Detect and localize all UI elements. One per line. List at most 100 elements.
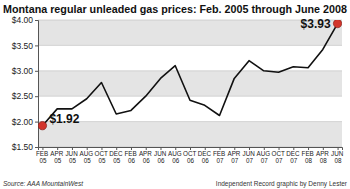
x-tick-label-part: 05 (54, 157, 62, 164)
x-tick-label-part: 06 (128, 157, 136, 164)
x-tick-label-part: 06 (187, 157, 195, 164)
x-tick-label-part: 05 (98, 157, 106, 164)
y-tick-label: $3.50 (12, 41, 34, 51)
grid-line (38, 20, 342, 21)
credit: Independent Record graphic by Denny Lest… (216, 180, 348, 188)
x-tick: DEC 07 (286, 147, 301, 164)
x-tick-label: JUN 08 (331, 150, 345, 164)
y-tick-mark (35, 96, 38, 97)
x-tick-label-part: 06 (157, 157, 165, 164)
x-tick-label: DEC 07 (286, 150, 301, 164)
y-tick-mark (35, 71, 38, 72)
x-tick-label-part: 05 (69, 157, 77, 164)
x-tick-label: FEB 05 (36, 150, 50, 164)
plot: $1.50$2.00$2.50$3.00$3.50$4.00FEB 05APR … (12, 15, 345, 164)
x-tick-label: APR 05 (50, 150, 65, 164)
x-tick-label-part: 06 (202, 157, 210, 164)
x-tick-label-part: 07 (246, 157, 254, 164)
x-tick-label-part: 06 (172, 157, 180, 164)
x-tick-label: OCT 07 (272, 150, 287, 164)
x-tick-label: APR 08 (316, 150, 331, 164)
x-tick-label-part: 07 (261, 157, 269, 164)
x-tick-label-part: 05 (113, 157, 121, 164)
x-tick: APR 08 (316, 147, 331, 164)
x-tick-label: APR 07 (227, 150, 242, 164)
y-axis-line (35, 21, 39, 148)
grid-line (38, 121, 342, 122)
x-tick-label-part: 06 (143, 157, 151, 164)
x-tick-label: OCT 05 (94, 150, 109, 164)
y-tick: $2.50 (12, 91, 38, 101)
x-tick-label-part: 05 (39, 157, 47, 164)
x-tick: JUN 06 (154, 147, 168, 164)
x-tick: FEB 07 (213, 147, 227, 164)
x-tick: FEB 05 (36, 147, 50, 164)
title: Montana regular unleaded gas prices: Feb… (3, 3, 347, 15)
y-tick: $3.50 (12, 41, 38, 51)
x-tick: APR 07 (227, 147, 242, 164)
y-tick-label: $2.50 (12, 91, 34, 101)
x-tick: AUG 07 (257, 147, 272, 164)
y-axis: $1.50 $2.00 $2.50 $3.00 $3.50 $4.00 (12, 15, 39, 152)
x-tick-label-part: 07 (231, 157, 239, 164)
x-tick-label: AUG 07 (257, 150, 272, 164)
x-tick-label: AUG 06 (168, 150, 183, 164)
grid-line (38, 45, 342, 46)
x-tick-label-part: 07 (290, 157, 298, 164)
y-tick: $1.50 (12, 142, 38, 152)
x-tick-label-part: 07 (276, 157, 284, 164)
data-layer (38, 20, 342, 130)
x-tick: DEC 06 (198, 147, 213, 164)
x-tick: FEB 06 (124, 147, 138, 164)
annotations: $1.92 $3.93 (49, 17, 330, 126)
y-tick-label: $4.00 (12, 15, 34, 25)
y-tick-label: $2.00 (12, 117, 34, 127)
y-tick-mark (35, 45, 38, 46)
x-tick-label: JUN 07 (243, 150, 257, 164)
x-tick-label-part: 08 (320, 157, 328, 164)
grid-line (38, 96, 342, 97)
x-tick: APR 05 (50, 147, 65, 164)
y-tick: $2.00 (12, 117, 38, 127)
grid-band (38, 20, 342, 45)
x-tick-label: OCT 06 (183, 150, 198, 164)
x-tick-label: APR 06 (139, 150, 154, 164)
source: Source: AAA MountainWest (3, 180, 84, 187)
x-tick-label: FEB 07 (213, 150, 227, 164)
y-tick: $3.00 (12, 66, 38, 76)
x-tick-label-part: 08 (335, 157, 343, 164)
endpoint-marker (38, 121, 46, 129)
x-tick: OCT 07 (272, 147, 287, 164)
y-tick-label: $1.50 (12, 142, 34, 152)
chart: Montana regular unleaded gas prices: Feb… (0, 0, 350, 189)
y-tick: $4.00 (12, 15, 38, 25)
x-tick: JUN 08 (331, 147, 345, 164)
grid-line (38, 70, 342, 71)
y-tick-label: $3.00 (12, 66, 34, 76)
y-tick-mark (35, 122, 38, 123)
x-tick-label: FEB 06 (124, 150, 138, 164)
y-tick-mark (35, 20, 38, 21)
annotation: $1.92 (49, 112, 79, 126)
x-tick: FEB 08 (302, 147, 316, 164)
x-tick-label: DEC 06 (198, 150, 213, 164)
x-tick-label: AUG 05 (79, 150, 94, 164)
x-axis: FEB 05APR 05JUN 05AUG 05OCT 05DEC 05FEB … (36, 147, 345, 164)
grid (38, 20, 342, 147)
x-tick: JUN 05 (65, 147, 79, 164)
x-tick: AUG 05 (79, 147, 94, 164)
price-line (42, 24, 337, 126)
x-tick: OCT 05 (94, 147, 109, 164)
x-tick-label: FEB 08 (302, 150, 316, 164)
x-tick-label: JUN 06 (154, 150, 168, 164)
x-tick-label-part: 05 (84, 157, 92, 164)
x-tick: JUN 07 (243, 147, 257, 164)
x-tick-label: DEC 05 (109, 150, 124, 164)
x-tick-label-part: 07 (217, 157, 225, 164)
x-tick: OCT 06 (183, 147, 198, 164)
x-tick: DEC 05 (109, 147, 124, 164)
annotation: $3.93 (301, 17, 331, 31)
x-tick-label-part: 08 (305, 157, 313, 164)
endpoint-marker (333, 20, 341, 28)
grid-band (38, 71, 342, 96)
